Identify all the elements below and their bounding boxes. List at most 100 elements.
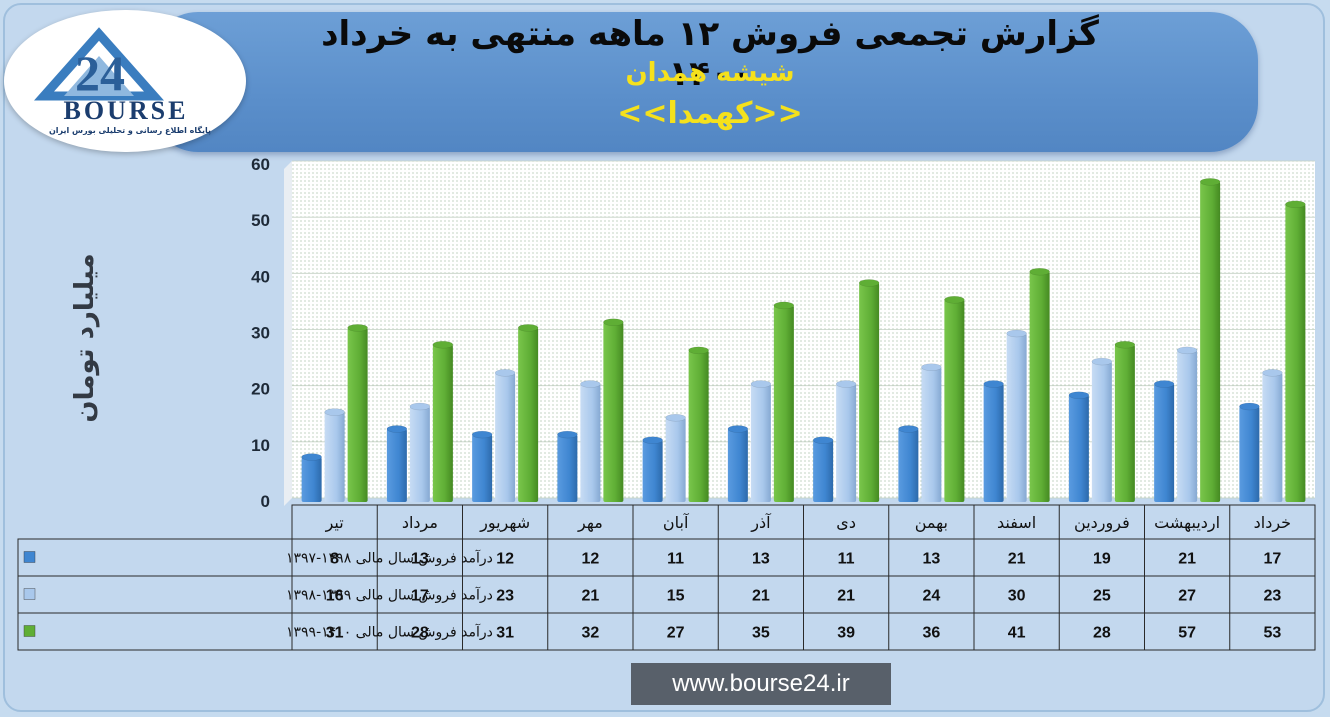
category-label: تیر (325, 513, 344, 533)
bar-top (665, 414, 686, 422)
bar (642, 440, 663, 502)
data-label: 53 (1263, 625, 1281, 642)
bar-top (1285, 200, 1306, 209)
data-label: 17 (411, 588, 429, 605)
bar (1200, 181, 1221, 502)
ticker-symbol: <<کهمدا>> (617, 96, 803, 131)
data-label: 13 (752, 551, 770, 568)
data-label: 23 (496, 588, 514, 605)
website-link[interactable]: www.bourse24.ir (631, 663, 891, 705)
bar-top (557, 430, 578, 439)
bar-top (898, 425, 919, 433)
data-label: 27 (1178, 588, 1196, 605)
bar (1091, 361, 1112, 502)
data-label: 41 (1008, 625, 1026, 642)
data-label: 21 (1008, 551, 1026, 568)
bar-top (688, 346, 709, 355)
category-label: خرداد (1254, 513, 1291, 533)
data-label: 13 (411, 551, 429, 568)
data-label: 28 (411, 625, 429, 642)
data-label: 12 (581, 551, 599, 568)
bar (1177, 350, 1198, 502)
category-label: آبان (663, 513, 690, 532)
bar (836, 384, 857, 502)
chart-title: گزارش تجمعی فروش ۱۲ ماهه منتهی به خرداد … (321, 14, 1099, 94)
bar-top (1068, 391, 1090, 400)
bar (518, 327, 539, 502)
bar-top (409, 402, 431, 411)
category-label: دی (836, 513, 856, 532)
bar (1239, 406, 1260, 502)
bar (386, 428, 407, 502)
bar (324, 412, 345, 502)
y-tick-label: 50 (251, 211, 270, 230)
category-label: آذر (750, 513, 772, 533)
bar (347, 327, 368, 502)
logo-number: 24 (75, 45, 125, 101)
bar-top (324, 408, 345, 416)
bar (1262, 372, 1283, 502)
bourse24-logo-icon: 24 (33, 27, 165, 101)
data-label: 13 (922, 551, 940, 568)
data-label: 24 (922, 588, 940, 605)
bar (1029, 271, 1050, 502)
bar-top (517, 324, 539, 332)
legend-label: درآمد فروش سال مالی ۱۳۹۹-۱۳۹۸ (286, 587, 493, 604)
bar (495, 372, 516, 502)
bar-top (432, 340, 454, 349)
bar-top (1199, 178, 1221, 186)
y-tick-label: 30 (251, 324, 270, 343)
data-label: 11 (838, 551, 855, 568)
data-label: 19 (1093, 551, 1111, 568)
bar-top (727, 425, 749, 433)
bar-top (1239, 402, 1260, 411)
data-label: 21 (837, 588, 855, 605)
bar-top (642, 436, 663, 444)
bar (944, 299, 965, 502)
bar (472, 434, 493, 502)
data-label: 12 (496, 551, 514, 568)
bar (1068, 395, 1089, 502)
logo-brand: BOURSE (63, 96, 189, 125)
data-label: 21 (1178, 551, 1196, 568)
bar (557, 434, 578, 502)
company-name: شیشه همدان (625, 58, 795, 88)
bar-top (494, 369, 516, 377)
data-label: 16 (326, 588, 344, 605)
bar-top (301, 453, 322, 461)
bar (1006, 333, 1027, 502)
y-tick-label: 10 (251, 436, 270, 455)
data-label: 15 (667, 588, 685, 605)
bar-top (921, 363, 942, 371)
category-label: اردیبهشت (1154, 513, 1220, 533)
bar (983, 384, 1004, 502)
logo[interactable]: 24 (4, 10, 246, 152)
data-label: 17 (1263, 551, 1281, 568)
bar (688, 350, 709, 502)
bar-top (944, 296, 965, 304)
bar-top (773, 301, 795, 310)
bar (301, 457, 322, 502)
bar (603, 322, 624, 502)
data-label: 21 (752, 588, 770, 605)
legend-swatch (23, 625, 36, 637)
y-tick-label: 20 (251, 380, 270, 399)
data-label: 21 (581, 588, 599, 605)
bar (773, 305, 794, 502)
data-label: 27 (667, 625, 685, 642)
bar-top (347, 324, 368, 332)
legend-swatch (23, 551, 36, 563)
category-label: مهر (577, 513, 603, 533)
bar (813, 440, 834, 502)
bar-top (1029, 267, 1050, 276)
bar-top (812, 436, 834, 444)
data-label: 30 (1008, 588, 1026, 605)
legend-label: درآمد فروش سال مالی ۱۴۰۰-۱۳۹۹ (286, 624, 493, 641)
category-label: فروردین (1074, 513, 1130, 533)
data-label: 31 (496, 625, 514, 642)
data-label: 23 (1263, 588, 1281, 605)
bar (1285, 204, 1306, 503)
data-label: 39 (837, 625, 855, 642)
data-label: 31 (326, 625, 344, 642)
